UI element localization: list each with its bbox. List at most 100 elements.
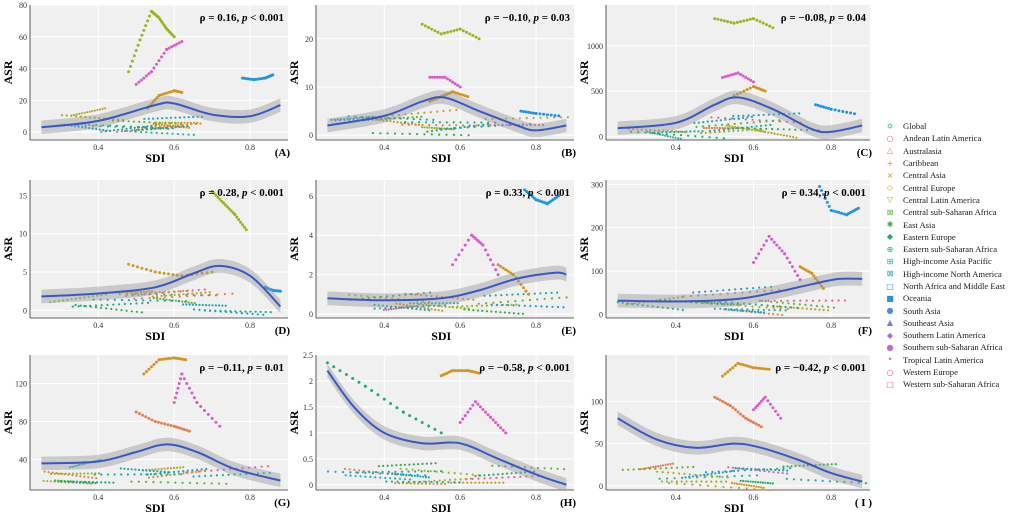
- scatter-point: [459, 121, 462, 124]
- scatter-point: [789, 135, 792, 138]
- scatter-point: [219, 310, 222, 313]
- scatter-point: [159, 470, 163, 473]
- scatter-point: [214, 304, 217, 307]
- scatter-point: [494, 294, 497, 297]
- scatter-point: [156, 295, 159, 298]
- scatter-point: [407, 122, 410, 125]
- scatter-point: [422, 300, 425, 303]
- scatter-point: [376, 471, 380, 474]
- scatter-point: [533, 292, 536, 295]
- scatter-point: [442, 109, 445, 113]
- scatter-point: [717, 471, 721, 474]
- scatter-point: [389, 402, 393, 405]
- scatter-point: [706, 484, 710, 487]
- scatter-point: [766, 304, 769, 307]
- scatter-point: [195, 401, 199, 404]
- scatter-point: [183, 116, 186, 119]
- scatter-point: [471, 473, 474, 476]
- scatter-point: [462, 481, 465, 484]
- scatter-point: [730, 117, 734, 120]
- legend-label: Eastern sub-Saharan Africa: [903, 244, 998, 255]
- scatter-point: [810, 271, 814, 275]
- scatter-point: [822, 463, 825, 466]
- scatter-point: [760, 299, 764, 302]
- scatter-point: [740, 287, 743, 291]
- scatter-point: [417, 469, 420, 472]
- scatter-point: [186, 469, 189, 472]
- scatter-point: [186, 289, 189, 292]
- scatter-point: [125, 129, 129, 132]
- scatter-point: [392, 294, 395, 297]
- scatter-point: [180, 427, 184, 431]
- scatter-point: [127, 120, 130, 123]
- scatter-point: [746, 129, 749, 132]
- scatter-point: [159, 481, 162, 484]
- annotation-p-value: < 0.001: [533, 362, 570, 374]
- scatter-point: [752, 121, 755, 124]
- scatter-point: [65, 114, 68, 117]
- scatter-point: [519, 283, 523, 286]
- scatter-point: [214, 420, 218, 424]
- scatter-point: [781, 471, 784, 475]
- scatter-point: [805, 299, 808, 302]
- scatter-point: [165, 91, 169, 95]
- x-axis-title: SDI: [145, 151, 165, 165]
- scatter-point: [796, 274, 799, 277]
- scatter-point: [754, 256, 758, 260]
- scatter-point: [423, 469, 426, 472]
- scatter-point: [169, 424, 173, 427]
- scatter-point: [55, 472, 58, 475]
- scatter-point: [112, 303, 115, 306]
- scatter-point: [721, 399, 724, 403]
- scatter-point: [162, 92, 166, 96]
- scatter-point: [754, 406, 757, 410]
- scatter-point: [400, 306, 403, 309]
- scatter-point: [671, 462, 675, 465]
- scatter-point: [420, 482, 424, 485]
- scatter-point: [748, 302, 751, 306]
- scatter-point: [505, 117, 508, 120]
- scatter-point: [746, 467, 749, 470]
- scatter-point: [180, 90, 184, 94]
- annotation-p-value: < 0.001: [533, 187, 570, 199]
- scatter-point: [465, 473, 468, 476]
- scatter-point: [127, 299, 131, 302]
- scatter-point: [727, 130, 731, 133]
- scatter-point: [809, 308, 813, 311]
- scatter-point: [121, 128, 124, 131]
- scatter-point: [391, 114, 394, 117]
- scatter-point: [736, 71, 740, 75]
- legend-label: Central Latin America: [903, 194, 980, 205]
- y-tick-label: 300: [591, 180, 603, 189]
- scatter-point: [761, 488, 764, 491]
- legend-item: △ Australasia: [883, 145, 1021, 157]
- scatter-point: [436, 30, 440, 34]
- scatter-point: [149, 70, 153, 74]
- scatter-point: [138, 38, 142, 42]
- scatter-point: [485, 304, 488, 307]
- x-axis-title: SDI: [724, 329, 744, 343]
- scatter-point: [449, 30, 453, 33]
- scatter-point: [440, 482, 443, 485]
- scatter-point: [172, 44, 176, 47]
- annotation-p: p: [246, 362, 253, 374]
- scatter-point: [787, 302, 790, 305]
- scatter-point: [142, 372, 146, 376]
- scatter-point: [420, 115, 423, 118]
- scatter-point: [727, 308, 730, 311]
- scatter-point: [741, 291, 744, 294]
- scatter-point: [208, 293, 211, 296]
- scatter-point: [484, 118, 487, 121]
- scatter-point: [127, 70, 131, 74]
- scatter-point: [197, 470, 200, 473]
- scatter-point: [443, 479, 446, 482]
- scatter-point: [130, 129, 134, 132]
- scatter-point: [666, 135, 669, 138]
- scatter-point: [728, 368, 732, 372]
- circle-icon: ●: [886, 342, 894, 352]
- scatter-point: [752, 80, 755, 84]
- scatter-point: [737, 129, 740, 132]
- scatter-point: [424, 476, 428, 479]
- scatter-point: [757, 310, 760, 313]
- scatter-point: [719, 292, 722, 296]
